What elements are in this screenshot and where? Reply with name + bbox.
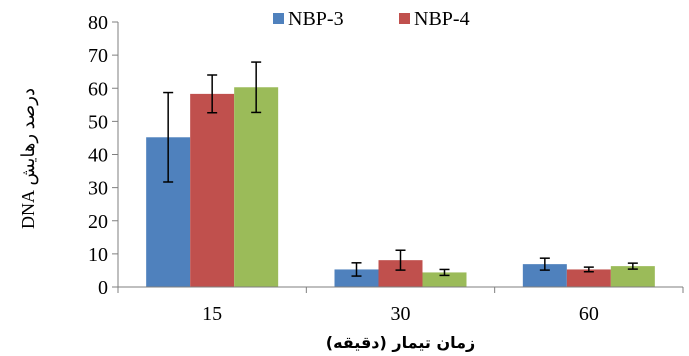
legend-label: NBP-3: [288, 8, 344, 30]
x-tick-label: 15: [202, 303, 222, 325]
legend-label: NBP-4: [414, 8, 470, 30]
bar: [234, 87, 279, 287]
y-tick-label: 80: [88, 12, 108, 34]
x-tick-label: 30: [391, 303, 411, 325]
bar: [422, 272, 467, 287]
x-ticks: 15 30 60: [117, 287, 684, 325]
y-tick-label: 30: [88, 178, 108, 200]
bar: [190, 93, 235, 287]
bar: [566, 269, 611, 287]
bars-layer: [146, 87, 655, 287]
y-tick-label: 60: [88, 78, 108, 100]
bar: [334, 269, 379, 287]
y-tick-label: 0: [98, 277, 108, 299]
y-tick-label: 50: [88, 111, 108, 133]
legend-swatch: [273, 13, 284, 24]
bar: [610, 266, 655, 287]
x-axis-title: زمان تیمار (دقیقه): [326, 333, 475, 352]
y-tick-label: 20: [88, 211, 108, 233]
y-axis-title: درصد رهایش DNA: [18, 88, 39, 229]
legend: NBP-3 NBP-4: [273, 8, 470, 30]
x-tick-label: 60: [579, 303, 599, 325]
legend-swatch: [399, 13, 410, 24]
y-tick-label: 40: [88, 145, 108, 167]
y-tick-label: 70: [88, 45, 108, 67]
bar: [522, 264, 567, 287]
y-ticks: 0 10 20 30 40 50 60 70 80: [88, 12, 118, 299]
y-tick-label: 10: [88, 244, 108, 266]
error-bars-layer: [163, 61, 638, 277]
